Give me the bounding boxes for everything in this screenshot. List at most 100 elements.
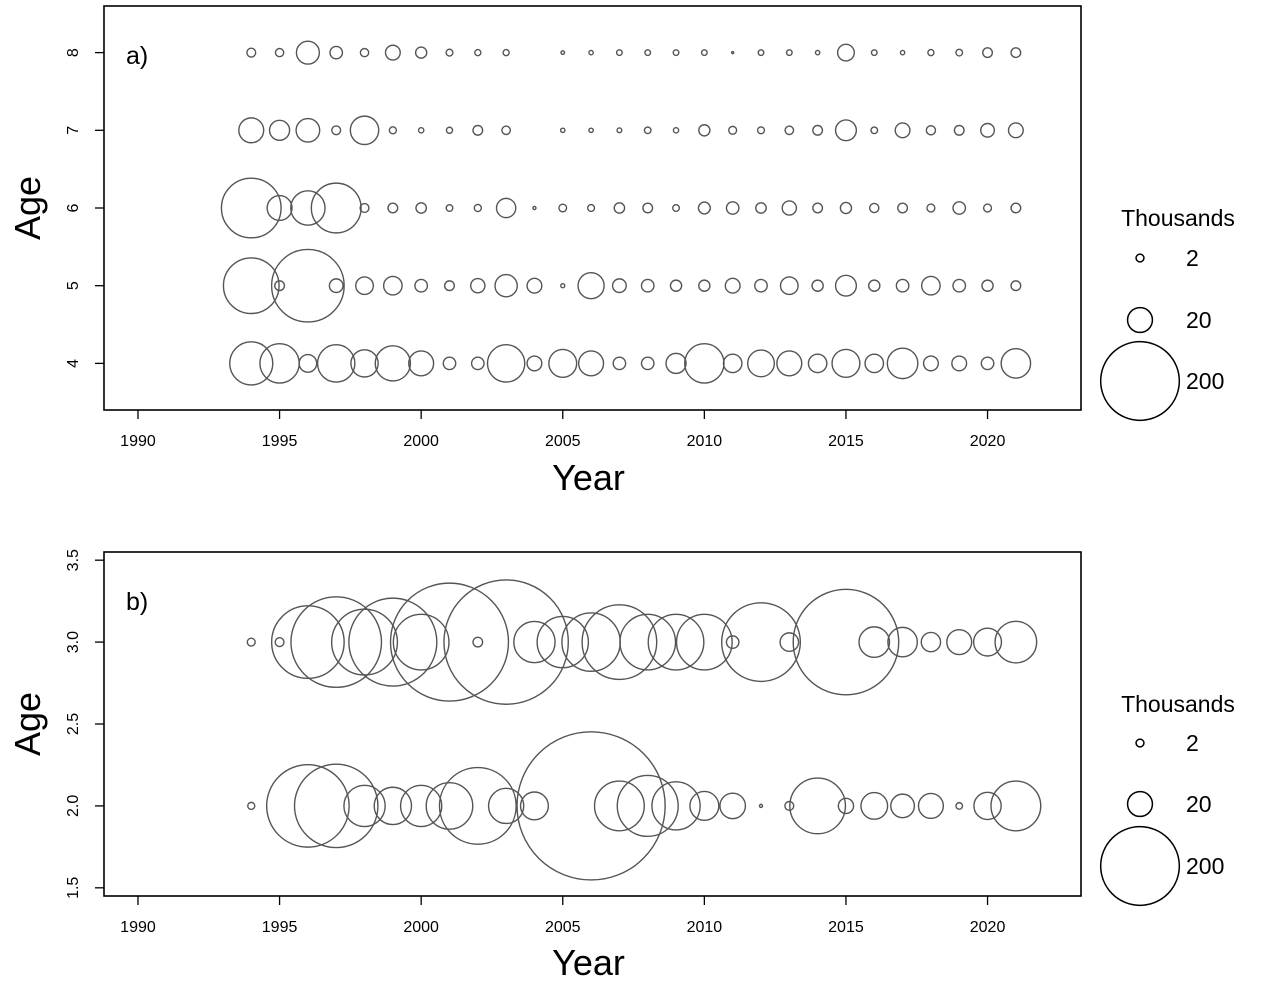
bubble-age2-1994	[247, 801, 256, 811]
bubble-age4-2000	[408, 350, 435, 377]
legend-label: 20	[1186, 791, 1212, 817]
bubble-age6-2006	[586, 203, 596, 213]
bubble-age4-2014	[807, 353, 828, 374]
bubble-age7-2019	[953, 124, 965, 136]
bubble-age5-2017	[895, 278, 910, 293]
bubble-age7-1998	[349, 115, 380, 146]
bubble-age2-2002	[438, 766, 517, 845]
bubble-age6-2000	[415, 202, 428, 214]
legend-title: Thousands	[1121, 691, 1235, 717]
bubble-age5-2019	[952, 278, 967, 293]
bubble-age2-2012	[758, 803, 764, 809]
legend-label: 200	[1186, 853, 1224, 879]
bubble-age2-2003	[487, 787, 525, 825]
bubble-age2-2017	[890, 793, 916, 819]
bubble-age8-2006	[588, 49, 594, 56]
x-tick-label: 2000	[403, 433, 439, 450]
bubble-age4-2016	[864, 353, 885, 374]
bubble-age5-1994	[222, 257, 280, 315]
bubble-age8-1994	[246, 47, 257, 58]
panel-label: a)	[126, 42, 148, 70]
bubble-age2-2015	[837, 797, 855, 815]
bubble-age5-1999	[382, 275, 403, 296]
bubble-age3-2009	[647, 613, 705, 671]
x-axis-label: Year	[552, 457, 625, 498]
bubble-age4-2005	[548, 348, 578, 378]
bubble-age7-2017	[894, 122, 911, 139]
bubble-age6-2009	[672, 204, 681, 212]
bubble-age5-2003	[494, 273, 518, 298]
bubble-age8-2007	[615, 49, 623, 57]
bubble-age7-2005	[559, 127, 566, 134]
bubble-age8-2013	[785, 49, 793, 57]
bubble-age7-2010	[698, 124, 711, 137]
x-tick-label: 2000	[403, 919, 439, 936]
bubble-age8-2003	[502, 48, 510, 57]
bubble-age3-2020	[972, 627, 1003, 657]
bubble-age3-2002	[472, 636, 484, 648]
y-tick-label: 5	[65, 281, 82, 290]
bubble-age6-2017	[897, 202, 909, 214]
legend-bubble-20	[1126, 306, 1154, 334]
bubble-age3-1997	[290, 596, 383, 689]
bubble-age2-2001	[425, 781, 474, 830]
bubble-age5-2018	[920, 275, 941, 296]
bubble-age4-2021	[1000, 347, 1032, 379]
bubble-age6-1999	[387, 202, 399, 214]
bubble-age4-2013	[776, 350, 803, 377]
bubble-age6-1995	[266, 194, 293, 222]
x-tick-label: 2015	[828, 433, 864, 450]
bubble-age5-2011	[724, 277, 741, 294]
bubble-age5-2013	[779, 276, 799, 296]
bubble-age7-2001	[445, 126, 454, 135]
bubble-age2-2013	[784, 800, 795, 812]
y-axis-label: Age	[7, 692, 48, 756]
bubble-age8-2011	[730, 50, 735, 55]
y-tick-label: 2.5	[65, 713, 82, 735]
bubble-age7-2002	[472, 124, 484, 136]
bubble-age4-2012	[746, 349, 776, 378]
bubble-age6-2014	[812, 202, 824, 214]
bubble-age5-2001	[443, 280, 456, 292]
bubble-age7-2009	[672, 126, 680, 134]
bubble-age3-1994	[246, 637, 256, 647]
legend-label: 200	[1186, 368, 1224, 394]
x-tick-label: 1990	[120, 919, 156, 936]
bubble-age2-2018	[917, 792, 945, 820]
bubble-age8-1995	[274, 47, 285, 58]
bubble-age7-2000	[417, 126, 425, 134]
bubble-age2-1999	[373, 786, 413, 826]
bubble-age3-2018	[920, 631, 942, 653]
x-tick-label: 1995	[262, 433, 298, 450]
bubble-age3-2013	[779, 632, 800, 653]
panel-a: 1990 1995 2000 2005 2010 2015 2020 4 5 6 7 8 Year Age…	[7, 5, 1235, 498]
bubble-age3-2008	[619, 613, 677, 671]
bubble-age8-2016	[870, 49, 878, 57]
legend-bubble-200	[1099, 340, 1181, 422]
bubble-age5-2002	[470, 277, 486, 294]
bubble-age7-2018	[925, 125, 937, 136]
legend-bubble-200	[1099, 825, 1181, 907]
bubble-age3-2021	[994, 620, 1038, 664]
x-tick-label: 2020	[970, 433, 1006, 450]
bubble-age3-2005	[536, 615, 590, 669]
bubble-age8-2009	[672, 49, 680, 57]
bubble-age4-2015	[831, 348, 861, 378]
bubble-age4-2017	[886, 347, 919, 380]
y-tick-label: 2.0	[65, 795, 82, 817]
bubble-age4-2010	[683, 343, 725, 384]
bubble-age2-2020	[973, 791, 1002, 821]
bubble-age3-2001	[389, 582, 510, 702]
bubble-age8-2021	[1010, 47, 1022, 59]
legend-bubble-20	[1126, 790, 1154, 818]
bubble-age7-2013	[784, 125, 795, 136]
bubble-age5-1998	[355, 276, 375, 296]
bubble-age5-2014	[811, 279, 824, 292]
bubble-age3-1995	[274, 636, 285, 648]
legend-label: 20	[1186, 307, 1212, 333]
bubble-age3-2016	[858, 626, 891, 659]
bubble-age5-2007	[611, 278, 627, 294]
bubble-age6-2016	[869, 202, 880, 214]
size-legend: Thousands 2 20 200	[1099, 205, 1235, 422]
bubble-age5-2009	[669, 279, 683, 292]
